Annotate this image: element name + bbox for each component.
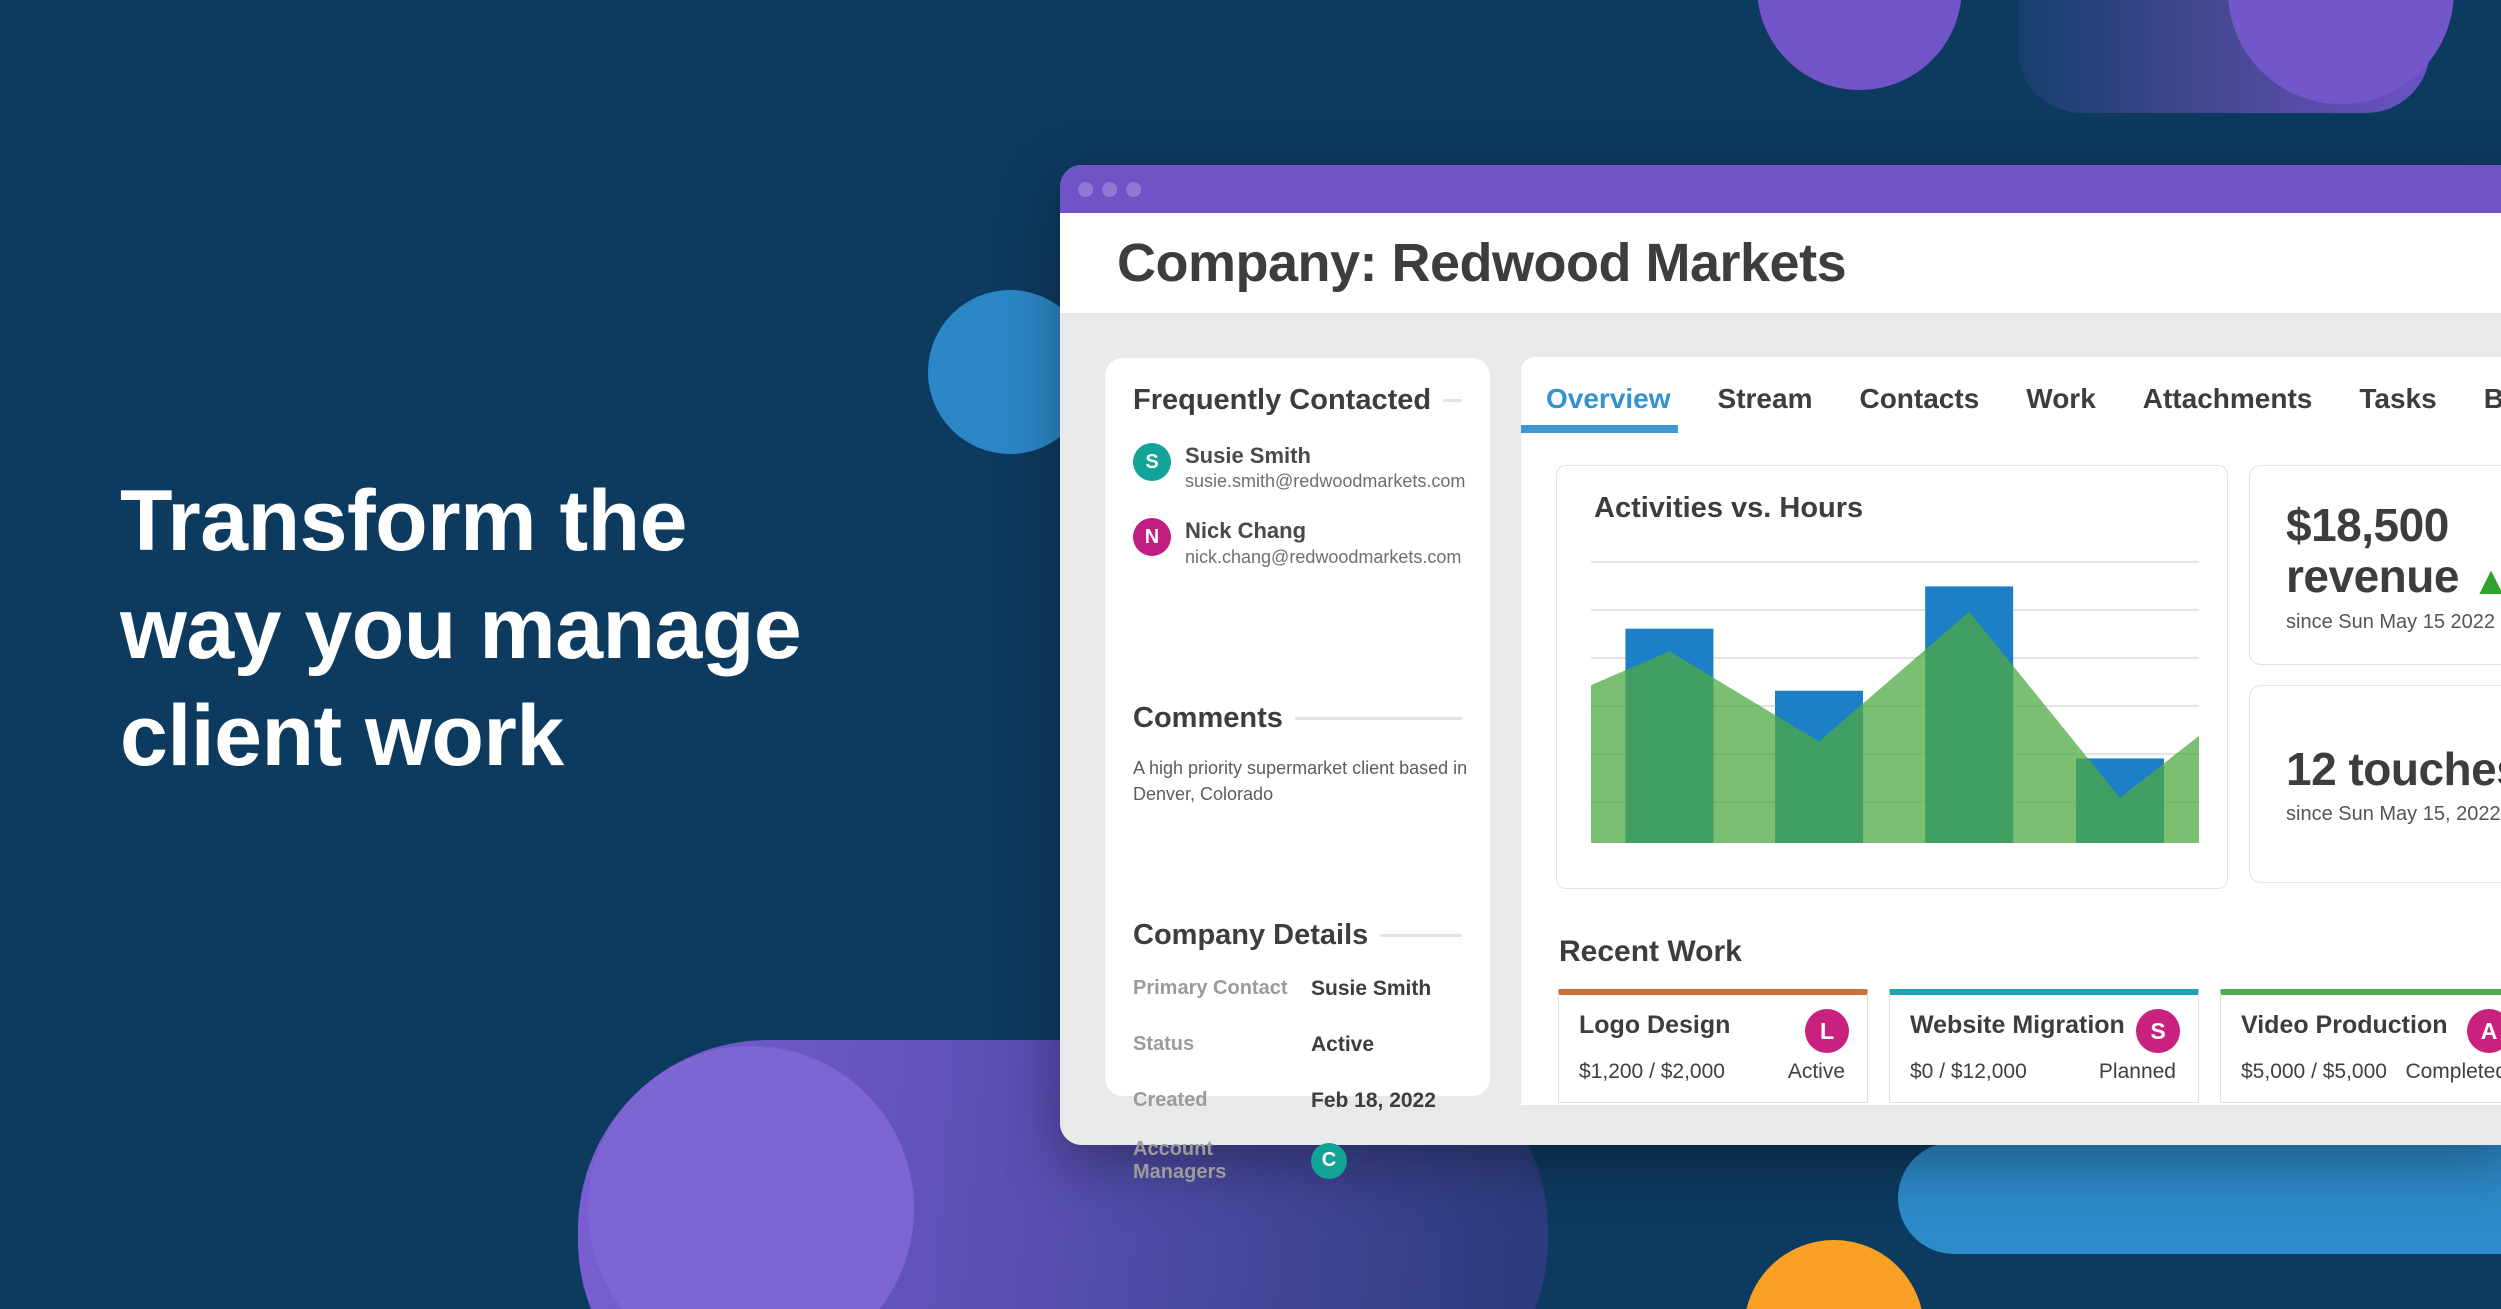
activities-vs-hours-chart [1591, 561, 2199, 843]
detail-row: Created Feb 18, 2022 [1133, 1082, 1462, 1120]
trend-up-icon: ▲ [2471, 558, 2501, 603]
section-title: Comments [1133, 701, 1283, 734]
work-card-title: Video Production [2241, 1011, 2448, 1039]
work-card-bottom: $0 / $12,000 Planned [1910, 1060, 2178, 1084]
work-card-bottom: $1,200 / $2,000 Active [1579, 1060, 1847, 1084]
divider [1294, 716, 1462, 720]
revenue-label: revenue [2286, 549, 2459, 602]
tab-contacts[interactable]: Contacts [1859, 383, 1980, 414]
company-sidebar: Frequently Contacted S Susie Smith susie.s… [1105, 358, 1490, 1183]
contact-email: susie.smith@redwoodmarkets.com [1185, 471, 1466, 492]
work-card[interactable]: Logo Design L $1,200 / $2,000 Active [1558, 989, 1868, 1103]
app-window: Company: Redwood Markets Frequently Cont… [1060, 165, 2501, 1183]
decor-circle-top-right-1 [1757, 0, 1962, 90]
company-details-list: Primary Contact Susie Smith Status Active Cr… [1133, 970, 1462, 1184]
work-card-budget: $0 / $12,000 [1910, 1060, 2027, 1083]
detail-value: Active [1311, 1032, 1375, 1056]
main-panel: Overview Stream Contacts Work Attachments Tas… [1521, 357, 2501, 1105]
window-dot[interactable] [1126, 181, 1141, 197]
contact-name: Nick Chang [1185, 518, 1307, 544]
window-dot[interactable] [1078, 181, 1093, 197]
touches-since: since Sun May 15, 2022 [2286, 802, 2501, 825]
section-title: Frequently Contacted [1133, 384, 1432, 416]
tab-attachments[interactable]: Attachments [2142, 383, 2313, 414]
tab-bar: Overview Stream Contacts Work Attachments Tas… [1521, 357, 2501, 433]
work-card-budget: $1,200 / $2,000 [1579, 1060, 1725, 1083]
revenue-stat-card: $18,500 revenue ▲ since Sun May 15 2022 [2249, 465, 2501, 665]
chart-title: Activities vs. Hours [1594, 492, 1864, 524]
revenue-value: $18,500 revenue ▲ [2286, 500, 2501, 603]
frequently-contacted-heading: Frequently Contacted [1133, 384, 1462, 417]
work-card[interactable]: Website Migration S $0 / $12,000 Planned [1889, 989, 2199, 1103]
contact-name: Susie Smith [1185, 443, 1311, 468]
account-manager-avatar[interactable]: C [1311, 1142, 1347, 1179]
touches-value: 12 touches [2286, 743, 2501, 795]
hero-headline: Transform the way you manage client work [120, 473, 802, 784]
detail-label: Status [1133, 1033, 1195, 1056]
tab-tasks[interactable]: Tasks [2359, 383, 2437, 414]
detail-label: Account Managers [1133, 1137, 1227, 1183]
work-card-avatar: A [2467, 1009, 2501, 1053]
recent-work-heading: Recent Work [1559, 935, 1742, 968]
work-card-avatar: L [1805, 1009, 1849, 1053]
revenue-amount: $18,500 [2286, 499, 2449, 551]
tab-work[interactable]: Work [2026, 383, 2096, 414]
recent-work-list: Logo Design L $1,200 / $2,000 Active Website… [1558, 989, 2501, 1103]
work-card-bottom: $5,000 / $5,000 Completed [2241, 1060, 2501, 1084]
section-title: Company Details [1133, 918, 1369, 951]
touches-stat-card: 12 touches since Sun May 15, 2022 [2249, 685, 2501, 883]
contact-text: Susie Smith susie.smith@redwoodmarkets.co… [1185, 443, 1465, 492]
work-card-avatar: S [2136, 1009, 2180, 1053]
window-titlebar [1060, 165, 2501, 213]
page-title: Company: Redwood Markets [1117, 233, 1847, 293]
detail-row: Primary Contact Susie Smith [1133, 970, 1462, 1008]
divider [1443, 399, 1462, 402]
activities-vs-hours-card: Activities vs. Hours [1556, 465, 2228, 889]
work-card-title: Website Migration [1910, 1011, 2125, 1039]
chart-area [1591, 611, 2199, 843]
work-card-budget: $5,000 / $5,000 [2241, 1060, 2387, 1083]
work-card-status: Active [1787, 1060, 1845, 1083]
avatar: N [1133, 518, 1171, 557]
window-header: Company: Redwood Markets [1060, 213, 2501, 313]
contact-list-item[interactable]: S Susie Smith susie.smith@redwoodmarkets.c… [1133, 443, 1465, 492]
window-content: Frequently Contacted S Susie Smith susie.s… [1060, 313, 2501, 1183]
window-dot[interactable] [1102, 181, 1117, 197]
avatar: S [1133, 443, 1171, 481]
contact-email: nick.chang@redwoodmarkets.com [1185, 546, 1462, 567]
divider [1380, 933, 1462, 937]
company-details-heading: Company Details [1133, 919, 1462, 952]
comments-body: A high priority supermarket client based… [1133, 757, 1468, 804]
detail-value: Susie Smith [1311, 976, 1432, 1000]
tab-overview[interactable]: Overview [1546, 383, 1671, 414]
detail-label: Created [1133, 1089, 1208, 1112]
decor-circle-orange-bottom [1744, 1240, 1924, 1309]
detail-row: Account Managers C [1133, 1138, 1462, 1184]
tab-stream[interactable]: Stream [1717, 383, 1813, 414]
detail-value: Feb 18, 2022 [1311, 1088, 1436, 1112]
contact-list: S Susie Smith susie.smith@redwoodmarkets.c… [1133, 443, 1465, 568]
detail-row: Status Active [1133, 1026, 1462, 1064]
work-card-status: Completed [2405, 1060, 2501, 1083]
contact-list-item[interactable]: N Nick Chang nick.chang@redwoodmarkets.com [1133, 518, 1462, 567]
comments-heading: Comments [1133, 702, 1462, 735]
active-tab-underline [1521, 425, 1678, 433]
work-card[interactable]: Video Production A $5,000 / $5,000 Complete… [2220, 989, 2501, 1103]
tab-billing[interactable]: Billing [2483, 383, 2501, 414]
decor-circle-purple-bottom-left [588, 1046, 914, 1309]
work-card-title: Logo Design [1579, 1011, 1731, 1039]
revenue-since: since Sun May 15 2022 [2286, 610, 2496, 633]
work-card-status: Planned [2098, 1060, 2176, 1083]
contact-text: Nick Chang nick.chang@redwoodmarkets.com [1185, 518, 1461, 567]
decor-pill-blue-bottom-right [1898, 1142, 2501, 1254]
detail-label: Primary Contact [1133, 977, 1288, 1000]
